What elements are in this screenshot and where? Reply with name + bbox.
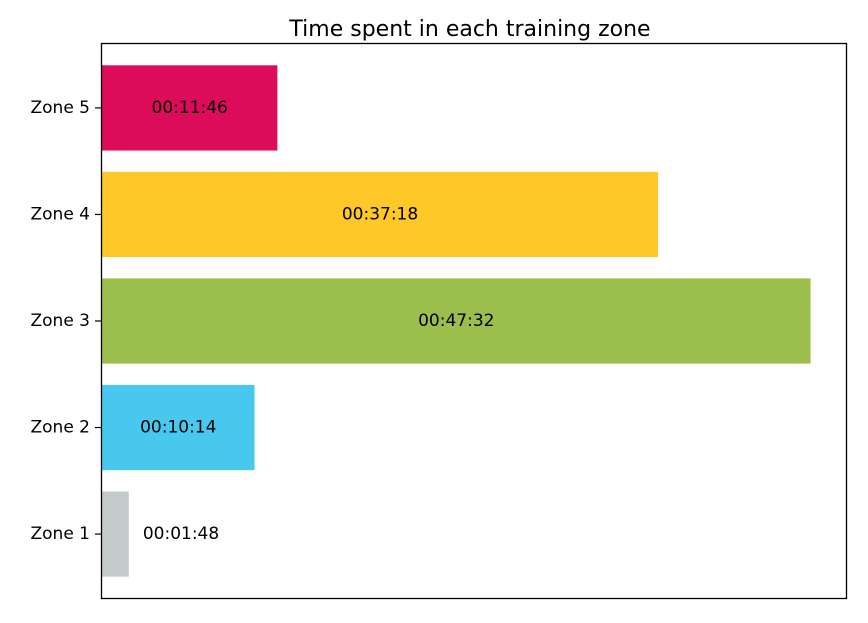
data-label-zone-2: 00:10:14 <box>140 418 216 438</box>
data-labels-layer: 00:01:48 00:10:14 00:47:32 00:37:18 00:11:46 <box>140 98 494 544</box>
bar-zone-3 <box>102 278 811 364</box>
y-tick-label-zone-2: Zone 2 <box>31 418 91 438</box>
y-tick-label-zone-1: Zone 1 <box>31 524 91 544</box>
y-tick-label-zone-5: Zone 5 <box>31 98 91 118</box>
bar-zone-4 <box>102 171 659 258</box>
y-tick-label-zone-3: Zone 3 <box>31 311 91 331</box>
data-label-zone-1: 00:01:48 <box>143 524 219 544</box>
bar-zone-1 <box>102 491 129 577</box>
plot-frame <box>100 42 848 600</box>
data-label-zone-4: 00:37:18 <box>342 204 418 224</box>
bars-layer <box>102 65 811 577</box>
chart-title: Time spent in each training zone <box>288 17 650 42</box>
data-label-zone-3: 00:47:32 <box>418 311 494 331</box>
y-axis: Zone 1 Zone 2 Zone 3 Zone 4 Zone 5 <box>31 98 102 544</box>
data-label-zone-5: 00:11:46 <box>152 98 228 118</box>
y-tick-label-zone-4: Zone 4 <box>31 204 91 224</box>
bar-zone-2 <box>102 384 255 471</box>
bar-zone-5 <box>102 65 278 151</box>
